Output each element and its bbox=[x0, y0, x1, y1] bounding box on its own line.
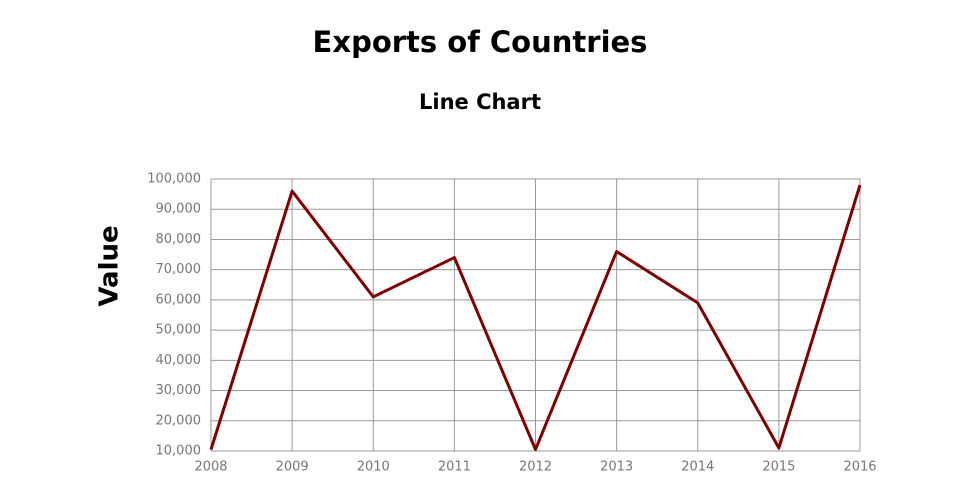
y-tick-label: 90,000 bbox=[156, 202, 202, 217]
x-tick-label: 2016 bbox=[843, 460, 876, 475]
x-tick-label: 2012 bbox=[519, 460, 552, 475]
y-tick-label: 40,000 bbox=[156, 353, 202, 368]
y-tick-label: 30,000 bbox=[156, 383, 202, 398]
y-tick-label: 70,000 bbox=[156, 262, 202, 277]
y-tick-label: 60,000 bbox=[156, 292, 202, 307]
x-tick-label: 2011 bbox=[438, 460, 471, 475]
y-tick-label: 80,000 bbox=[156, 232, 202, 247]
x-tick-label: 2014 bbox=[681, 460, 714, 475]
x-tick-label: 2009 bbox=[276, 460, 309, 475]
y-tick-label: 50,000 bbox=[156, 323, 202, 338]
x-tick-label: 2008 bbox=[194, 460, 227, 475]
y-tick-label: 10,000 bbox=[156, 444, 202, 459]
y-tick-label: 100,000 bbox=[147, 172, 201, 187]
line bbox=[209, 184, 862, 451]
chart-subtitle: Line Chart bbox=[419, 90, 541, 114]
chart-title: Exports of Countries bbox=[313, 25, 648, 59]
x-tick-label: 2010 bbox=[357, 460, 390, 475]
x-tick-label: 2013 bbox=[600, 460, 633, 475]
y-tick-label: 20,000 bbox=[156, 413, 202, 428]
x-tick-label: 2015 bbox=[762, 460, 795, 475]
y-axis-label: Value bbox=[95, 225, 125, 306]
